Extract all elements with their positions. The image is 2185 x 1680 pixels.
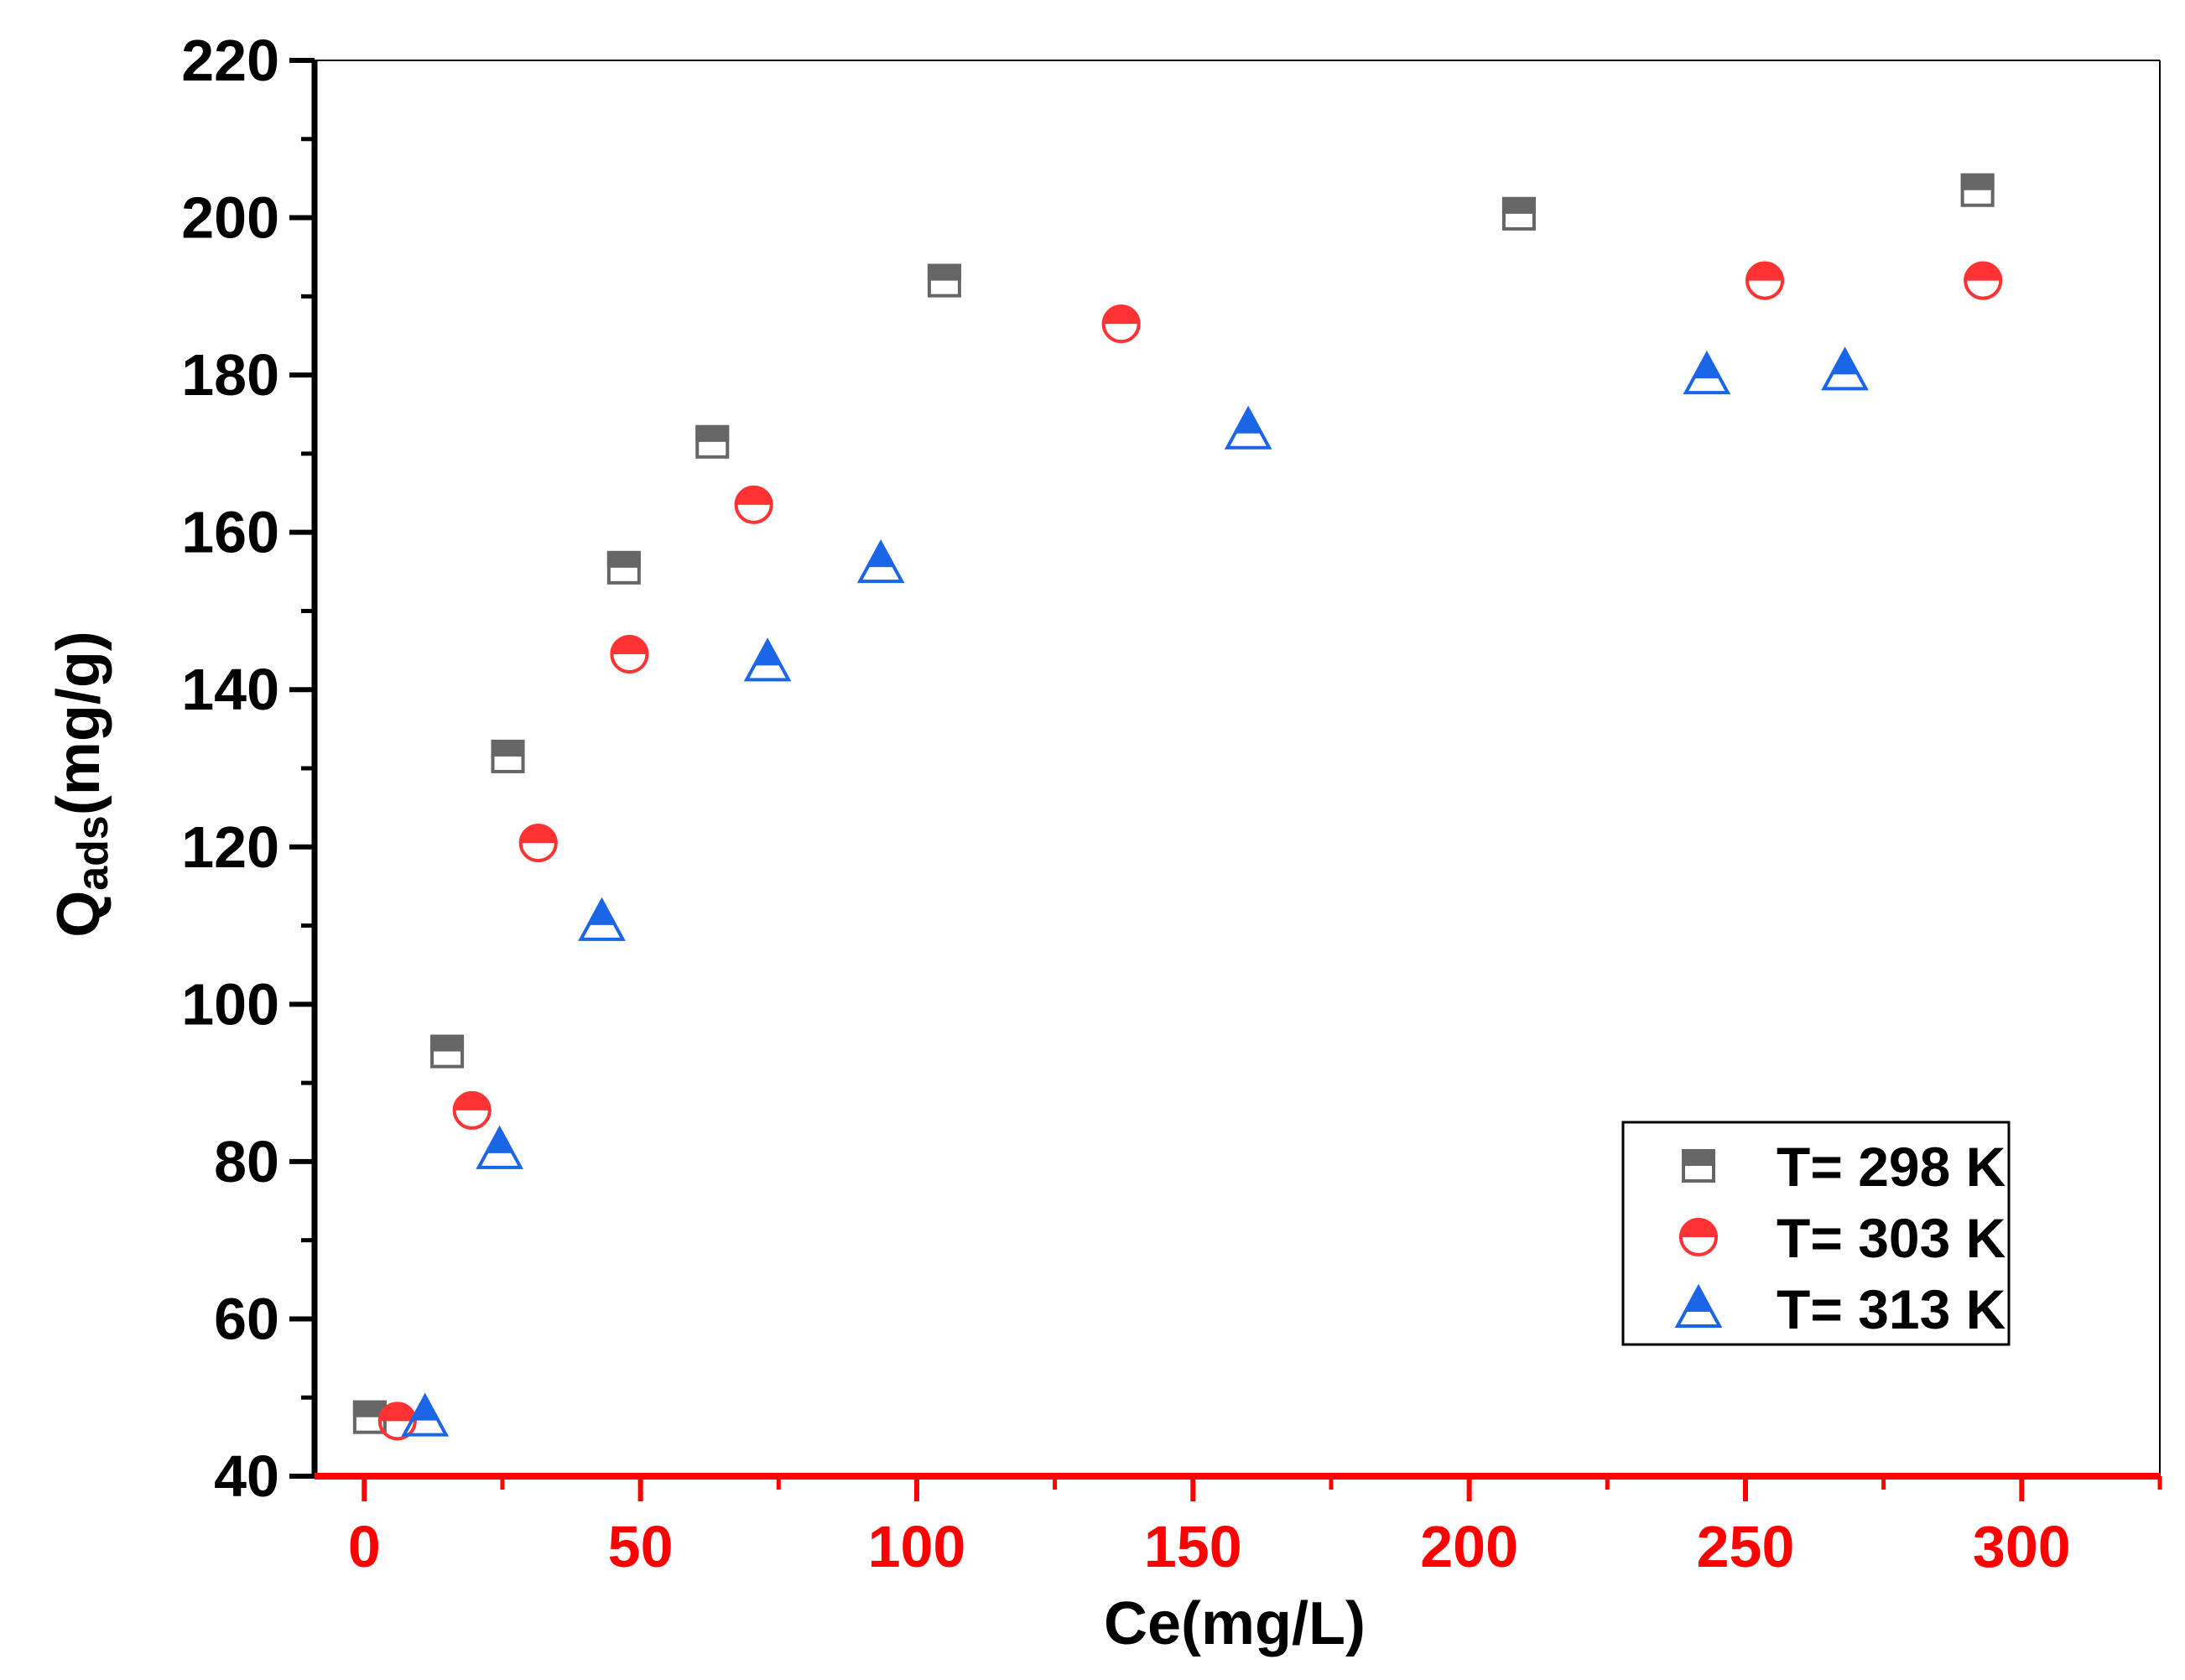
data-point	[927, 263, 961, 298]
y-tick-label: 140	[181, 657, 279, 722]
y-tick-label: 200	[181, 185, 279, 251]
x-axis-label: Ce(mg/L)	[1104, 1590, 1366, 1657]
y-axis-label-sub: ads	[69, 815, 117, 891]
data-point	[610, 635, 649, 674]
y-axis-label-main: Q	[45, 891, 112, 938]
x-tick-label: 300	[1973, 1514, 2071, 1579]
data-point	[606, 550, 641, 585]
y-tick-label: 40	[214, 1443, 279, 1509]
series-3	[401, 346, 1869, 1437]
legend-marker	[1682, 1149, 1715, 1183]
data-point	[1683, 350, 1731, 395]
y-axis-label-tail: (mg/g)	[45, 631, 112, 815]
series-1	[352, 173, 1995, 1434]
axis-ticks	[289, 58, 2162, 1501]
legend-marker	[1679, 1218, 1718, 1256]
data-point	[734, 485, 773, 524]
y-tick-label: 220	[181, 28, 279, 93]
data-point	[1964, 261, 2003, 300]
y-tick-label: 180	[181, 342, 279, 408]
data-point	[518, 824, 558, 863]
y-tick-label: 100	[181, 971, 279, 1037]
plot-area	[315, 60, 2161, 1476]
legend-label: T= 298 K	[1777, 1136, 2006, 1198]
data-point	[856, 538, 905, 584]
x-tick-label: 0	[348, 1514, 381, 1579]
data-point	[695, 424, 730, 459]
y-tick-label: 120	[181, 814, 279, 880]
data-point	[1224, 405, 1272, 450]
x-tick-label: 100	[868, 1514, 966, 1579]
y-tick-label: 160	[181, 500, 279, 565]
x-tick-label: 200	[1420, 1514, 1518, 1579]
data-point	[743, 637, 792, 682]
data-markers	[352, 173, 2003, 1441]
x-tick-label: 150	[1144, 1514, 1242, 1579]
data-point	[430, 1034, 465, 1069]
data-point	[578, 897, 626, 941]
data-point	[1745, 261, 1785, 300]
legend-marker	[1674, 1283, 1723, 1328]
legend-label: T= 303 K	[1777, 1207, 2006, 1269]
legend-label: T= 313 K	[1777, 1278, 2006, 1340]
tick-labels: 40 60 80 100 120 140 160 180 200 220 0 50 100 150 200 2…	[181, 28, 2071, 1579]
data-point	[377, 1402, 417, 1441]
x-tick-label: 250	[1697, 1514, 1795, 1579]
y-axis-label: Qads(mg/g)	[45, 631, 117, 938]
data-point	[452, 1090, 492, 1130]
y-tick-label: 80	[214, 1129, 279, 1194]
data-point	[401, 1392, 450, 1437]
data-point	[1101, 304, 1141, 344]
data-point	[1960, 173, 1995, 207]
data-point	[1821, 346, 1869, 391]
series-2	[377, 261, 2003, 1441]
data-point	[491, 739, 525, 773]
x-tick-label: 50	[608, 1514, 674, 1579]
data-point	[476, 1125, 524, 1169]
legend: T= 298 K T= 303 K T= 313 K	[1621, 1121, 2011, 1346]
data-point	[1501, 196, 1536, 231]
y-tick-label: 60	[214, 1286, 279, 1351]
